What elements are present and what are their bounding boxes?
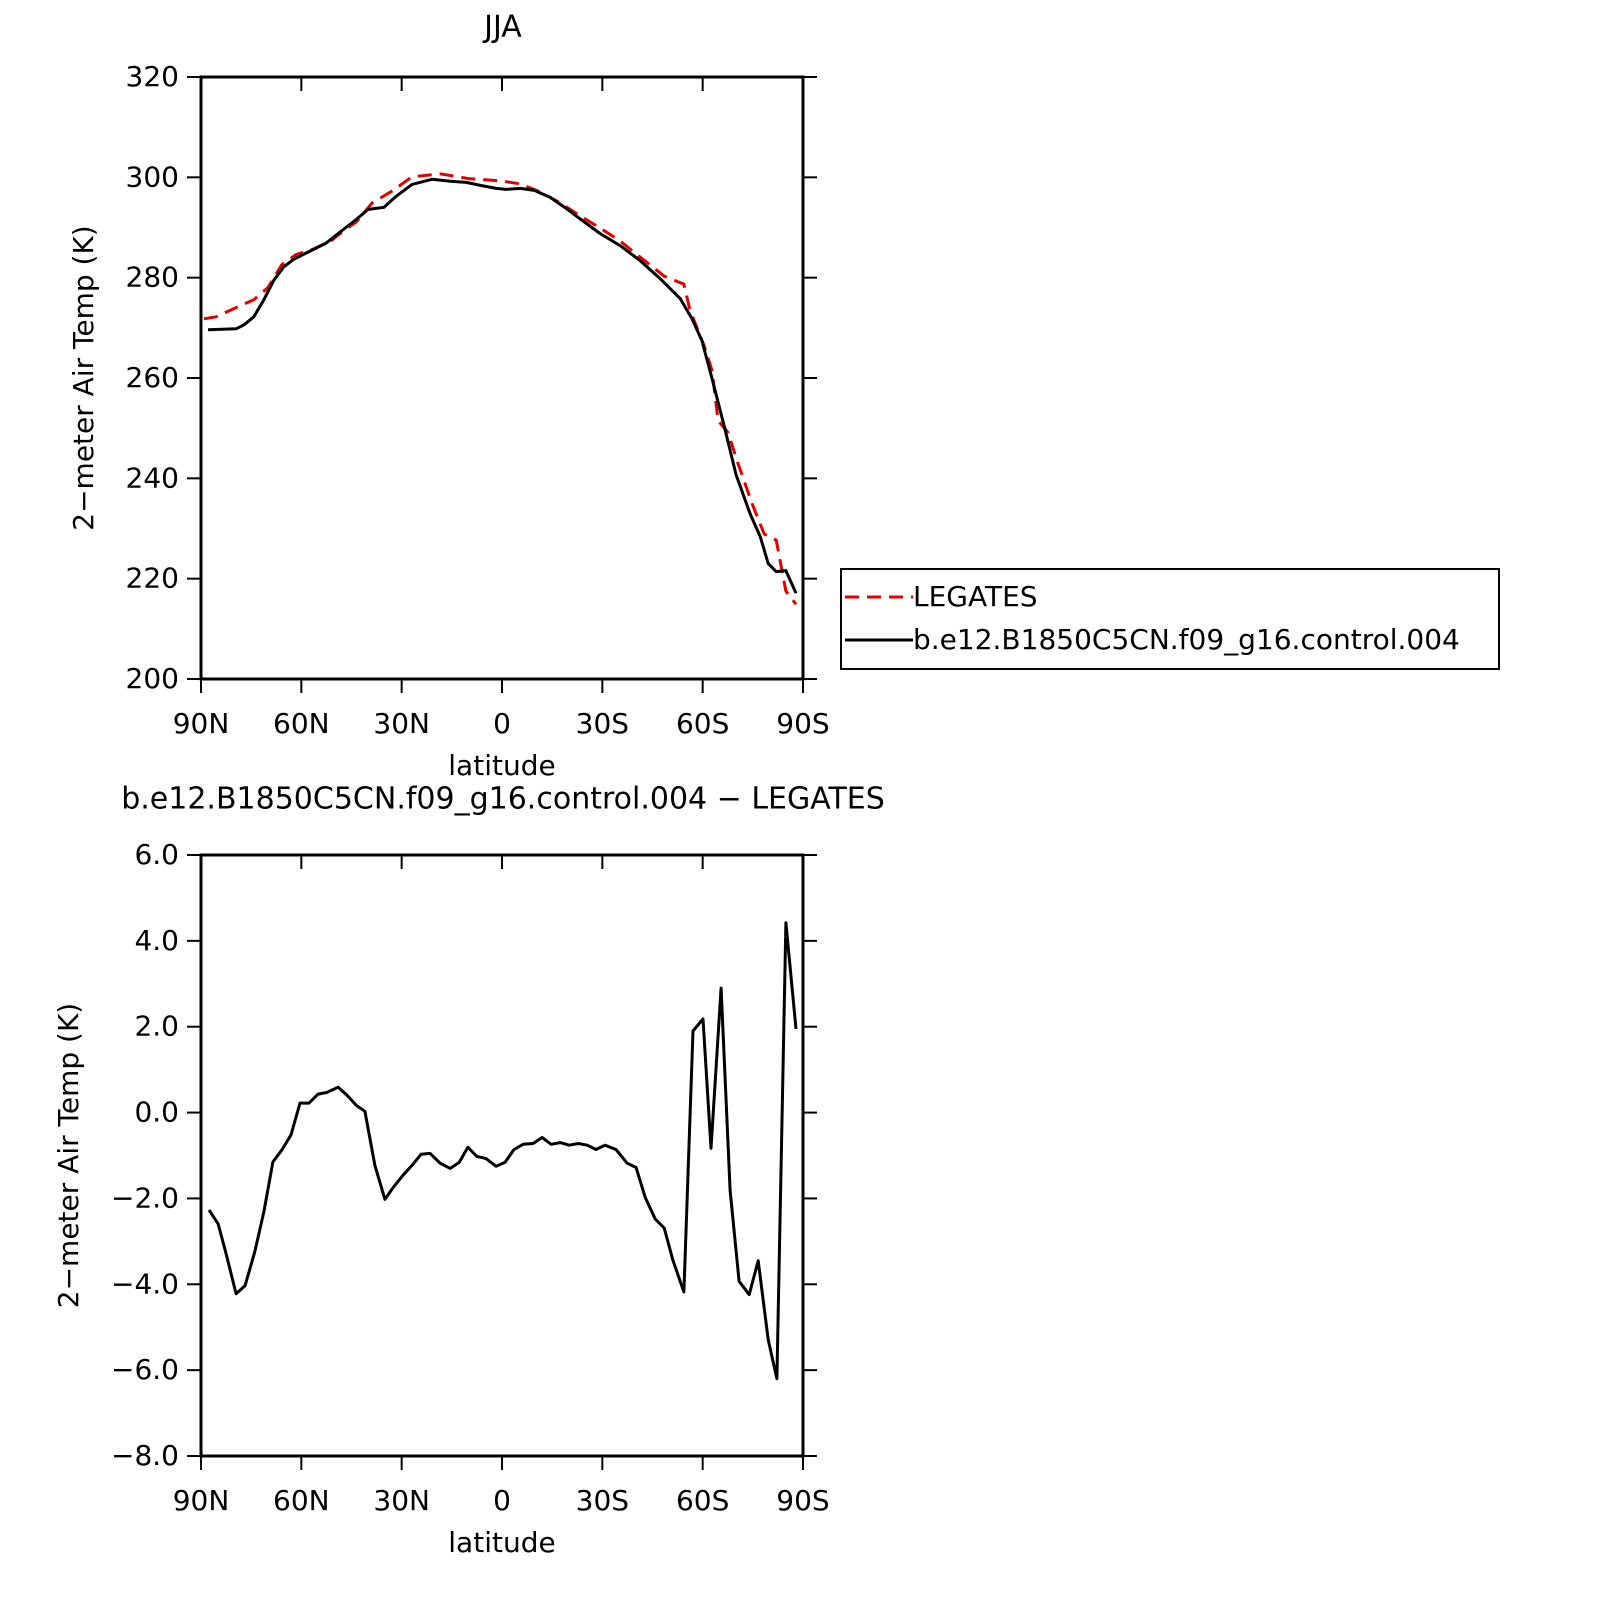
- plot-frame: [199, 853, 805, 1458]
- y-tick-label: 320: [126, 60, 179, 93]
- x-tick-label: 60N: [273, 1484, 330, 1517]
- y-tick-label: 280: [126, 261, 179, 294]
- y-tick-label: 6.0: [134, 838, 179, 871]
- y-tick-label: −6.0: [111, 1353, 179, 1386]
- data-line: [207, 921, 798, 1381]
- legend-label: b.e12.B1850C5CN.f09_g16.control.004: [913, 623, 1460, 656]
- data-line: [207, 177, 798, 594]
- y-tick-label: 4.0: [134, 924, 179, 957]
- x-tick-label: 60N: [273, 707, 330, 740]
- y-axis-label: 2−meter Air Temp (K): [52, 1003, 85, 1308]
- y-tick-label: 300: [126, 160, 179, 193]
- x-tick-label: 30S: [576, 707, 629, 740]
- legend-label: LEGATES: [913, 580, 1038, 613]
- x-tick-label: 60S: [676, 1484, 729, 1517]
- x-tick-label: 30N: [373, 1484, 430, 1517]
- x-tick-label: 0: [493, 707, 511, 740]
- y-tick-label: −2.0: [111, 1181, 179, 1214]
- x-tick-label: 30S: [576, 1484, 629, 1517]
- x-axis-label: latitude: [448, 1526, 555, 1559]
- y-tick-label: 2.0: [134, 1010, 179, 1043]
- x-axis-label: latitude: [448, 749, 555, 782]
- y-axis-label: 2−meter Air Temp (K): [67, 225, 100, 530]
- x-tick-label: 90N: [173, 1484, 230, 1517]
- y-tick-label: 200: [126, 662, 179, 695]
- chart-title: b.e12.B1850C5CN.f09_g16.control.004 − LE…: [121, 782, 885, 817]
- y-tick-label: 220: [126, 562, 179, 595]
- data-line: [203, 172, 798, 606]
- chart-title: JJA: [482, 10, 522, 45]
- legend-box: [840, 568, 1500, 670]
- y-tick-label: −8.0: [111, 1439, 179, 1472]
- y-tick-label: −4.0: [111, 1267, 179, 1300]
- y-tick-label: 0.0: [134, 1096, 179, 1129]
- x-tick-label: 0: [493, 1484, 511, 1517]
- x-tick-label: 90N: [173, 707, 230, 740]
- x-tick-label: 60S: [676, 707, 729, 740]
- x-tick-label: 90S: [776, 1484, 829, 1517]
- x-tick-label: 30N: [373, 707, 430, 740]
- x-tick-label: 90S: [776, 707, 829, 740]
- y-tick-label: 260: [126, 361, 179, 394]
- y-tick-label: 240: [126, 461, 179, 494]
